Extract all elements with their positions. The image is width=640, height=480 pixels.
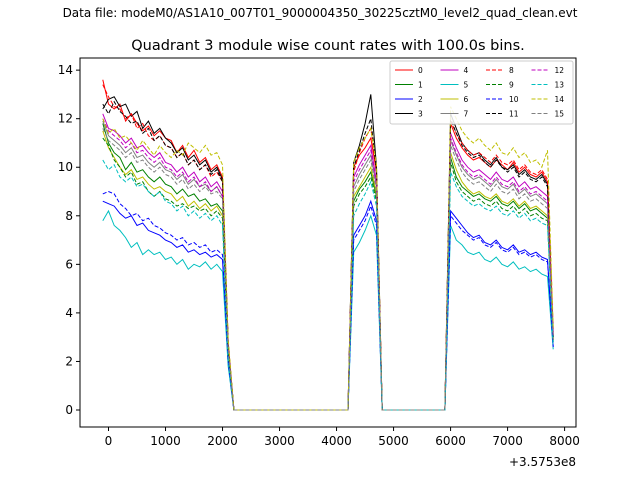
series-line-15 (102, 128, 554, 411)
figure-suptitle: Data file: modeM0/AS1A10_007T01_90000043… (62, 6, 578, 20)
y-tick-label: 2 (65, 354, 73, 368)
x-tick-label: 1000 (150, 434, 181, 448)
series-line-2 (102, 199, 554, 411)
legend-label-10: 10 (509, 95, 519, 104)
legend-label-0: 0 (418, 66, 423, 75)
legend-label-8: 8 (509, 66, 514, 75)
legend-label-2: 2 (418, 95, 423, 104)
series-line-8 (102, 84, 554, 411)
series-line-9 (102, 137, 554, 411)
x-tick-label: 0 (105, 434, 113, 448)
legend-box (389, 60, 574, 125)
x-tick-label: 6000 (435, 434, 466, 448)
y-tick-label: 8 (65, 209, 73, 223)
x-tick-label: 4000 (321, 434, 352, 448)
legend-label-9: 9 (509, 81, 514, 90)
series-line-1 (102, 123, 554, 411)
y-tick-label: 6 (65, 257, 73, 271)
series-line-10 (102, 190, 554, 411)
legend-label-3: 3 (418, 110, 423, 119)
y-tick-label: 4 (65, 306, 73, 320)
legend-label-12: 12 (555, 66, 565, 75)
series-line-6 (102, 130, 554, 411)
legend-label-5: 5 (464, 81, 469, 90)
y-tick-label: 12 (58, 112, 73, 126)
x-tick-label: 7000 (492, 434, 523, 448)
x-tick-label: 3000 (264, 434, 295, 448)
series-line-11 (102, 100, 554, 411)
x-tick-label: 5000 (378, 434, 409, 448)
series-line-5 (102, 209, 554, 411)
ticks-layer: 0 1000 2000 3000 4000 5000 6000 7000 80000246810… (58, 63, 580, 448)
y-tick-label: 0 (65, 403, 73, 417)
x-offset-label: +3.5753e8 (509, 455, 576, 469)
series-line-13 (102, 159, 554, 411)
legend-label-6: 6 (464, 95, 469, 104)
series-line-14 (102, 106, 554, 411)
series-line-12 (102, 118, 554, 411)
legend-label-7: 7 (464, 110, 469, 119)
chart-title: Quadrant 3 module wise count rates with … (131, 38, 525, 54)
plot-frame (79, 57, 577, 428)
y-tick-label: 10 (58, 160, 73, 174)
legend-label-1: 1 (418, 81, 423, 90)
legend-label-13: 13 (555, 81, 565, 90)
y-tick-label: 14 (58, 63, 73, 77)
legend-label-4: 4 (464, 66, 469, 75)
series-line-3 (102, 94, 554, 411)
x-tick-label: 8000 (549, 434, 580, 448)
series-layer (102, 79, 554, 411)
legend-label-15: 15 (555, 110, 565, 119)
legend-label-11: 11 (509, 110, 519, 119)
x-tick-label: 2000 (207, 434, 238, 448)
legend-label-14: 14 (555, 95, 565, 104)
